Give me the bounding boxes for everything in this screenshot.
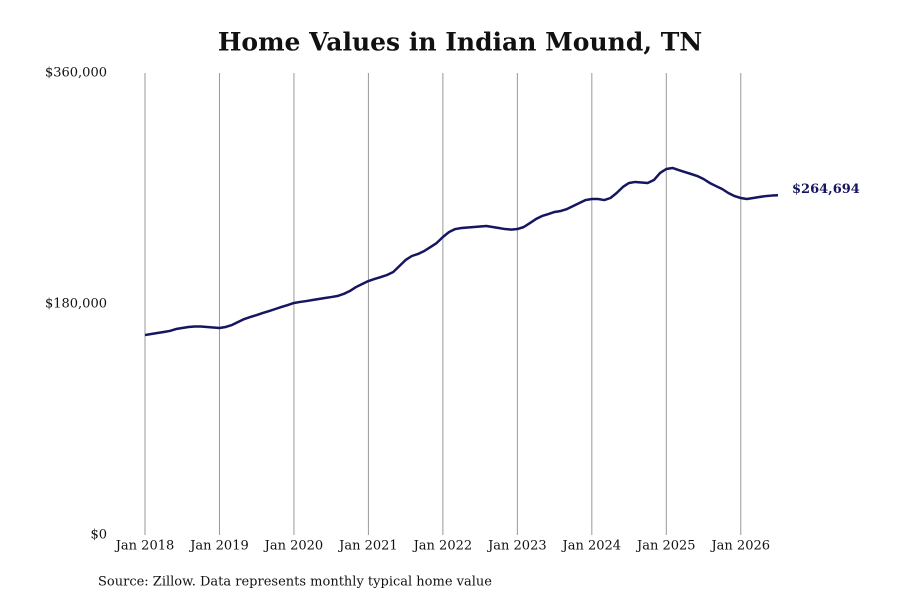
y-tick-label: $0 (90, 528, 107, 543)
x-tick-label: Jan 2020 (263, 539, 324, 554)
y-tick-label: $360,000 (45, 66, 107, 81)
x-tick-label: Jan 2022 (412, 539, 473, 554)
line (144, 166, 779, 337)
source-note: Source: Zillow. Data represents monthly … (98, 575, 492, 590)
value-label: $264,694 (792, 182, 860, 197)
x-tick-label: Jan 2019 (188, 539, 249, 554)
x-tick-label: Jan 2026 (709, 539, 770, 554)
x-tick-label: Jan 2025 (635, 539, 696, 554)
x-tick-label: Jan 2024 (561, 539, 622, 554)
x-tick-label: Jan 2018 (114, 539, 175, 554)
y-tick-label: $180,000 (45, 297, 107, 312)
x-tick-label: Jan 2023 (486, 539, 547, 554)
chart-title: Home Values in Indian Mound, TN (218, 28, 702, 57)
x-tick-label: Jan 2021 (337, 539, 398, 554)
